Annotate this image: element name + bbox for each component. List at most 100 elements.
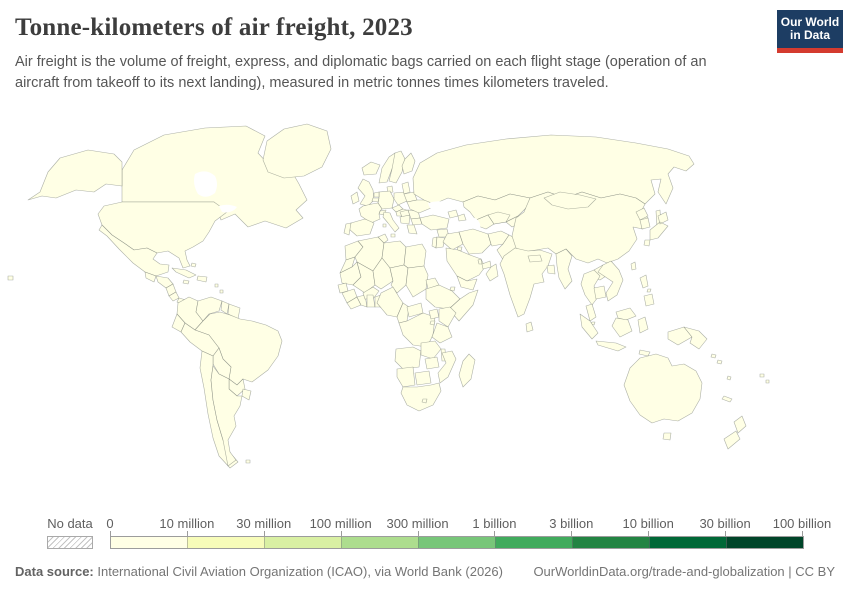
- country-bangladesh[interactable]: [546, 264, 556, 275]
- country-tanzania[interactable]: [431, 322, 453, 344]
- country-falkland-islands[interactable]: [245, 459, 251, 464]
- country-iceland[interactable]: [361, 161, 381, 176]
- country-kenya[interactable]: [438, 306, 457, 328]
- country-malaysia[interactable]: [585, 303, 637, 322]
- country-cambodia[interactable]: [593, 285, 607, 300]
- country-united-states[interactable]: [97, 201, 228, 269]
- country-turkey[interactable]: [419, 214, 450, 231]
- country-vanuatu[interactable]: [726, 375, 732, 381]
- legend-bin-swatch[interactable]: [572, 537, 649, 548]
- country-saudi-arabia[interactable]: [445, 247, 486, 282]
- country-djibouti[interactable]: [449, 286, 456, 292]
- country-georgia-armenia[interactable]: [447, 209, 459, 219]
- country-nepal[interactable]: [527, 254, 543, 263]
- country-united-states-alaska[interactable]: [27, 149, 123, 201]
- country-fiji[interactable]: [759, 373, 770, 384]
- country-tunisia[interactable]: [377, 233, 389, 244]
- country-egypt[interactable]: [403, 243, 427, 269]
- legend-bin-swatch[interactable]: [495, 537, 572, 548]
- country-guatemala[interactable]: [144, 271, 157, 283]
- legend-bin-swatch[interactable]: [111, 537, 187, 548]
- country-qatar[interactable]: [477, 258, 483, 265]
- country-lesotho[interactable]: [421, 398, 428, 404]
- country-myanmar[interactable]: [555, 248, 573, 290]
- country-united-states-hawaii[interactable]: [7, 275, 14, 281]
- country-mongolia[interactable]: [543, 191, 597, 210]
- legend-bin-swatch[interactable]: [341, 537, 418, 548]
- country-madagascar[interactable]: [458, 353, 476, 388]
- country-united-arab-emirates[interactable]: [481, 260, 492, 270]
- country-australia-tasmania[interactable]: [662, 432, 672, 441]
- country-australia[interactable]: [623, 353, 703, 424]
- country-argentina[interactable]: [210, 365, 243, 467]
- country-taiwan[interactable]: [630, 261, 637, 271]
- country-finland[interactable]: [401, 152, 416, 175]
- country-venezuela[interactable]: [195, 296, 223, 322]
- country-cameroon[interactable]: [396, 302, 410, 324]
- country-greenland[interactable]: [262, 123, 332, 179]
- country-baltic-states[interactable]: [401, 181, 411, 195]
- country-sudan[interactable]: [405, 265, 429, 298]
- country-jamaica[interactable]: [182, 279, 190, 285]
- country-timor-leste[interactable]: [638, 349, 651, 357]
- country-vietnam[interactable]: [597, 260, 624, 302]
- country-uzbekistan[interactable]: [487, 211, 511, 225]
- country-bahamas[interactable]: [190, 262, 197, 268]
- country-ireland[interactable]: [350, 191, 360, 205]
- country-new-zealand[interactable]: [723, 415, 747, 450]
- country-angola[interactable]: [394, 346, 422, 370]
- country-zambia[interactable]: [420, 340, 442, 360]
- attribution-link[interactable]: OurWorldinData.org/trade-and-globalizati…: [533, 564, 835, 579]
- country-oman[interactable]: [485, 263, 499, 282]
- legend-bin-swatch[interactable]: [264, 537, 341, 548]
- country-uruguay[interactable]: [241, 388, 252, 401]
- country-japan[interactable]: [643, 211, 669, 247]
- country-sweden[interactable]: [388, 150, 406, 184]
- country-iran[interactable]: [458, 228, 492, 255]
- country-spain[interactable]: [348, 218, 375, 237]
- country-azerbaijan[interactable]: [457, 213, 467, 222]
- country-kuwait[interactable]: [456, 246, 463, 252]
- country-portugal[interactable]: [343, 222, 352, 236]
- legend-bin-swatch[interactable]: [418, 537, 495, 548]
- country-jordan[interactable]: [435, 236, 446, 249]
- country-yemen[interactable]: [456, 275, 478, 291]
- country-indonesia[interactable]: [579, 313, 693, 352]
- country-greece[interactable]: [406, 224, 418, 235]
- country-france[interactable]: [358, 202, 383, 224]
- country-hispaniola[interactable]: [196, 275, 208, 283]
- legend-bin-swatch[interactable]: [726, 537, 803, 548]
- country-south-africa[interactable]: [400, 382, 442, 412]
- no-data-swatch[interactable]: [47, 536, 93, 549]
- country-netherlands[interactable]: [373, 191, 380, 198]
- country-italy[interactable]: [382, 211, 400, 238]
- country-south-korea[interactable]: [639, 217, 651, 230]
- country-balkans[interactable]: [399, 214, 411, 225]
- country-mozambique[interactable]: [437, 350, 457, 384]
- legend-bin-swatch[interactable]: [649, 537, 726, 548]
- country-mexico[interactable]: [98, 224, 170, 277]
- country-botswana[interactable]: [414, 370, 432, 386]
- country-rwanda[interactable]: [429, 320, 436, 326]
- country-united-kingdom[interactable]: [357, 178, 375, 207]
- country-belgium[interactable]: [371, 197, 380, 203]
- country-iraq[interactable]: [442, 231, 464, 251]
- country-sri-lanka[interactable]: [525, 321, 534, 333]
- country-cuba[interactable]: [171, 267, 197, 279]
- country-guyana[interactable]: [220, 300, 230, 315]
- legend-bin-swatch[interactable]: [187, 537, 264, 548]
- country-solomon-islands[interactable]: [710, 353, 723, 365]
- country-namibia[interactable]: [396, 366, 416, 388]
- country-zimbabwe[interactable]: [424, 356, 440, 370]
- country-new-caledonia[interactable]: [721, 395, 733, 403]
- country-chad[interactable]: [389, 264, 409, 294]
- country-caribbean-islands[interactable]: [214, 283, 224, 294]
- country-north-korea[interactable]: [635, 207, 649, 221]
- owid-logo[interactable]: Our World in Data: [777, 10, 843, 53]
- country-uganda[interactable]: [428, 308, 440, 320]
- country-poland[interactable]: [393, 191, 408, 206]
- country-papua-new-guinea[interactable]: [683, 326, 708, 350]
- country-india[interactable]: [499, 247, 553, 318]
- country-china[interactable]: [511, 191, 649, 264]
- country-philippines[interactable]: [639, 274, 655, 307]
